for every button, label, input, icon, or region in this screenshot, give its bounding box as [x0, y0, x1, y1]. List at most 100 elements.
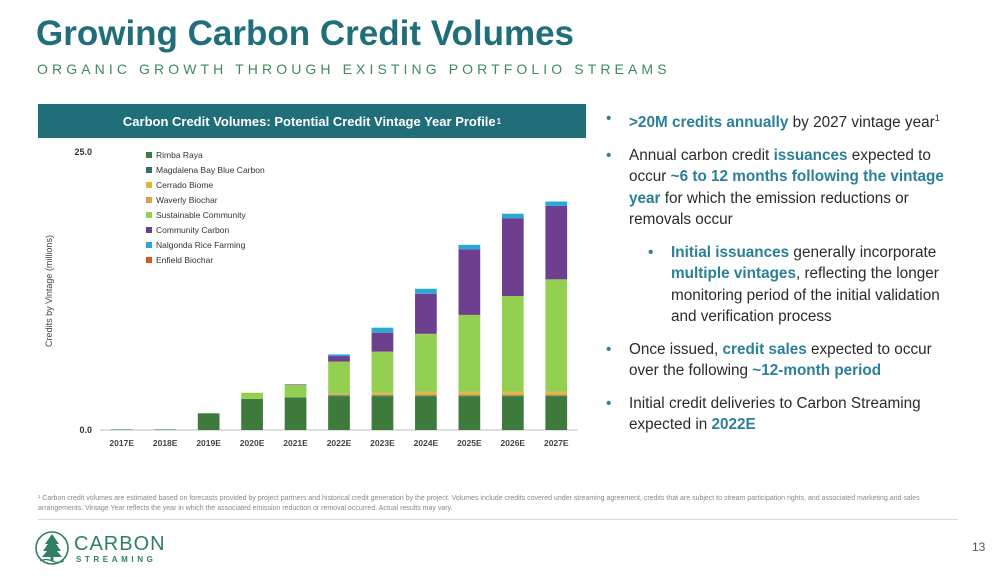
page-number: 13: [972, 540, 986, 554]
legend-label: Waverly Biochar: [156, 195, 218, 205]
bar-segment: [545, 201, 568, 206]
bar-segment: [415, 288, 437, 294]
bar-segment: [458, 314, 481, 392]
bar-segment: [415, 395, 437, 397]
highlight-text: issuances: [773, 146, 848, 164]
bar-segment: [458, 249, 481, 315]
bar-segment: [501, 296, 524, 392]
legend-swatch: [146, 227, 152, 233]
bullet-text: generally incorporate: [789, 243, 937, 261]
highlight-text: >20M credits annually: [629, 114, 789, 132]
bar-segment: [371, 327, 394, 333]
bar-segment: [241, 398, 263, 430]
x-tick-label: 2024E: [414, 438, 439, 448]
y-axis-title: Credits by Vintage (millions): [44, 235, 54, 347]
bar-segment: [371, 332, 394, 352]
x-tick-label: 2021E: [283, 438, 308, 448]
footnote: ¹ Carbon credit volumes are estimated ba…: [38, 495, 920, 512]
legend-label: Sustainable Community: [156, 210, 247, 220]
pine-tree-icon: [35, 531, 69, 565]
bar-segment: [545, 391, 568, 393]
footer-divider: [38, 519, 958, 520]
bar-segment: [328, 356, 350, 362]
bullet-dot-icon: •: [606, 394, 612, 412]
highlight-text: ~12-month period: [752, 362, 882, 380]
chart-panel-title-sup: 1: [496, 116, 502, 126]
bar-segment: [110, 429, 133, 431]
x-tick-label: 2026E: [501, 438, 526, 448]
bar-segment: [284, 397, 307, 398]
y-tick-label: 0.0: [79, 425, 92, 435]
legend-label: Community Carbon: [156, 225, 229, 235]
legend-label: Magdalena Bay Blue Carbon: [156, 165, 265, 175]
bar-segment: [284, 384, 307, 398]
bar-segment: [371, 393, 394, 396]
stacked-bar-chart: 25.0 0.0 Credits by Vintage (millions) 2017…: [44, 147, 578, 448]
bar-segment: [501, 395, 524, 397]
legend-swatch: [146, 212, 152, 218]
bar-segment: [415, 293, 437, 334]
bar-segment: [328, 354, 350, 357]
legend-swatch: [146, 242, 152, 248]
bar-segment: [371, 395, 394, 397]
logo-text-streaming: STREAMING: [76, 555, 157, 564]
highlight-text: 2022E: [711, 416, 756, 434]
bar-segment: [545, 279, 568, 392]
legend-swatch: [146, 197, 152, 203]
bullet-text: Once issued,: [629, 340, 723, 358]
bar-segment: [328, 393, 350, 395]
bullet-dot-icon: •: [606, 146, 612, 164]
bullet-item: • Initial credit deliveries to Carbon Str…: [604, 393, 964, 436]
bullet-text: expected to occur over the following: [629, 340, 932, 380]
x-tick-label: 2027E: [544, 438, 569, 448]
bullet-text: by 2027 vintage year: [788, 114, 935, 132]
x-tick-label: 2020E: [240, 438, 265, 448]
y-tick-label: 25.0: [74, 147, 92, 157]
bar-segment: [545, 392, 568, 396]
legend-swatch: [146, 182, 152, 188]
bar-segment: [328, 361, 350, 394]
bar-segment: [458, 395, 481, 397]
bullet-item: • >20M credits annually by 2027 vintage y…: [604, 108, 964, 134]
bar-segment: [545, 395, 568, 397]
bar-segment: [458, 244, 481, 250]
logo-text-carbon: CARBON: [74, 533, 166, 555]
bar-segment: [154, 429, 177, 431]
highlight-text: ~6 to 12 months following the vintage ye…: [629, 168, 944, 207]
chart-panel-title-text: Carbon Credit Volumes: Potential Credit …: [122, 113, 496, 129]
bar-segment: [328, 394, 350, 396]
carbon-streaming-logo: CARBON STREAMING: [34, 529, 166, 569]
footnote-ref: 1: [934, 113, 940, 123]
bullet-text: Initial credit deliveries to Carbon Stre…: [629, 394, 921, 434]
bar-segment: [545, 396, 568, 430]
bar-segment: [284, 384, 307, 386]
bar-segment: [501, 396, 524, 430]
bar-segment: [415, 333, 437, 392]
legend-swatch: [146, 152, 152, 158]
x-tick-label: 2025E: [457, 438, 482, 448]
bar-segment: [284, 397, 307, 430]
bullet-text: , reflecting the longer monitoring perio…: [671, 265, 940, 326]
bar-segment: [371, 351, 394, 393]
bar-segment: [415, 391, 437, 393]
bar-segment: [328, 396, 350, 430]
bullet-item: • Once issued, credit sales expected to o…: [604, 339, 964, 382]
bullet-text: expected to occur: [629, 146, 931, 186]
bar-segment: [371, 392, 394, 394]
chart-panel-title: Carbon Credit Volumes: Potential Credit …: [38, 104, 586, 138]
bar-segment: [501, 218, 524, 297]
bullet-dot-icon: •: [606, 110, 612, 127]
x-tick-label: 2017E: [109, 438, 134, 448]
bar-segment: [371, 396, 394, 430]
legend-label: Enfield Biochar: [156, 255, 213, 265]
bullet-item: • Annual carbon credit issuances expected…: [604, 145, 964, 231]
bullet-dot-icon: •: [648, 243, 654, 261]
legend-label: Cerrado Biome: [156, 180, 213, 190]
page-subtitle: ORGANIC GROWTH THROUGH EXISTING PORTFOLI…: [37, 61, 671, 77]
legend-label: Rimba Raya: [156, 150, 203, 160]
legend-swatch: [146, 257, 152, 263]
highlight-text: Initial issuances: [671, 243, 790, 261]
bar-segment: [458, 391, 481, 393]
bar-segment: [545, 205, 568, 280]
bar-segment: [415, 396, 437, 430]
